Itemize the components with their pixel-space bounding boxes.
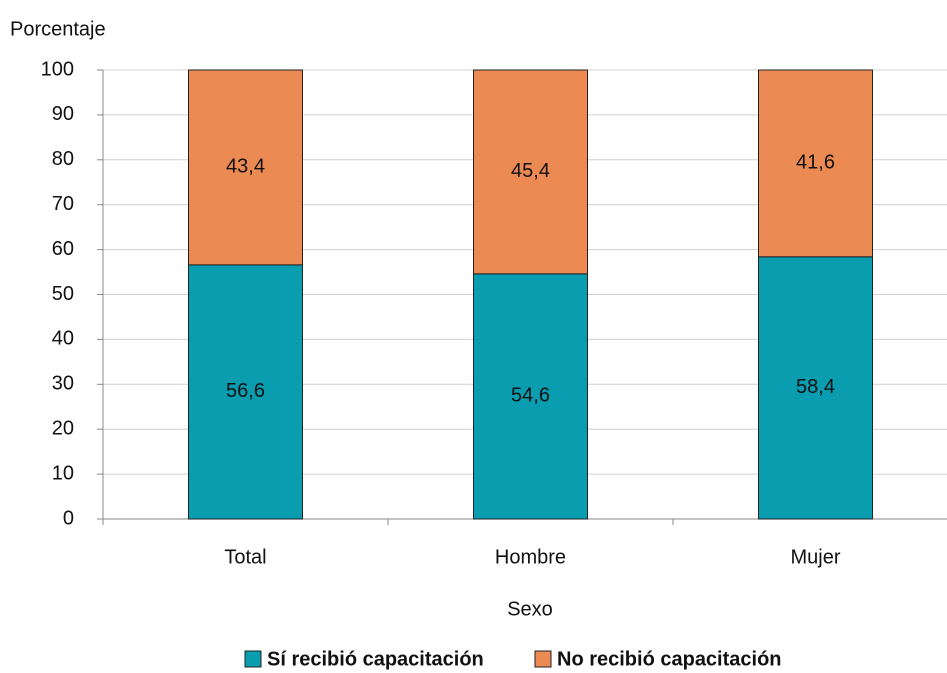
legend-swatch xyxy=(244,650,262,668)
y-tick-label: 40 xyxy=(52,328,74,350)
bar-segment xyxy=(758,69,873,258)
y-tick-label: 70 xyxy=(52,193,74,215)
data-label: 58,4 xyxy=(796,376,835,398)
data-label: 43,4 xyxy=(226,156,265,178)
data-label: 54,6 xyxy=(511,385,550,407)
data-label: 45,4 xyxy=(511,160,550,182)
y-tick-label: 100 xyxy=(41,58,74,80)
y-tick-label: 0 xyxy=(63,507,74,529)
data-label: 56,6 xyxy=(226,380,265,402)
y-tick-label: 10 xyxy=(52,462,74,484)
y-tick-label: 60 xyxy=(52,238,74,260)
y-tick-label: 30 xyxy=(52,373,74,395)
y-tick-label: 20 xyxy=(52,417,74,439)
bar-segment xyxy=(188,264,303,520)
y-axis-label: Porcentaje xyxy=(10,18,106,40)
bar-segment xyxy=(758,256,873,520)
bar-segment xyxy=(473,69,588,275)
x-tick-label: Hombre xyxy=(495,546,566,568)
bar-segment xyxy=(188,69,303,266)
legend-label: Sí recibió capacitación xyxy=(267,648,484,670)
data-label: 41,6 xyxy=(796,152,835,174)
y-tick-label: 50 xyxy=(52,283,74,305)
bar-segment xyxy=(473,273,588,520)
x-tick-label: Total xyxy=(224,546,266,568)
y-tick-label: 90 xyxy=(52,103,74,125)
legend-label: No recibió capacitación xyxy=(557,648,782,670)
legend-swatch xyxy=(534,650,552,668)
y-tick-label: 80 xyxy=(52,148,74,170)
x-axis-label: Sexo xyxy=(507,598,553,620)
x-tick-label: Mujer xyxy=(790,546,840,568)
